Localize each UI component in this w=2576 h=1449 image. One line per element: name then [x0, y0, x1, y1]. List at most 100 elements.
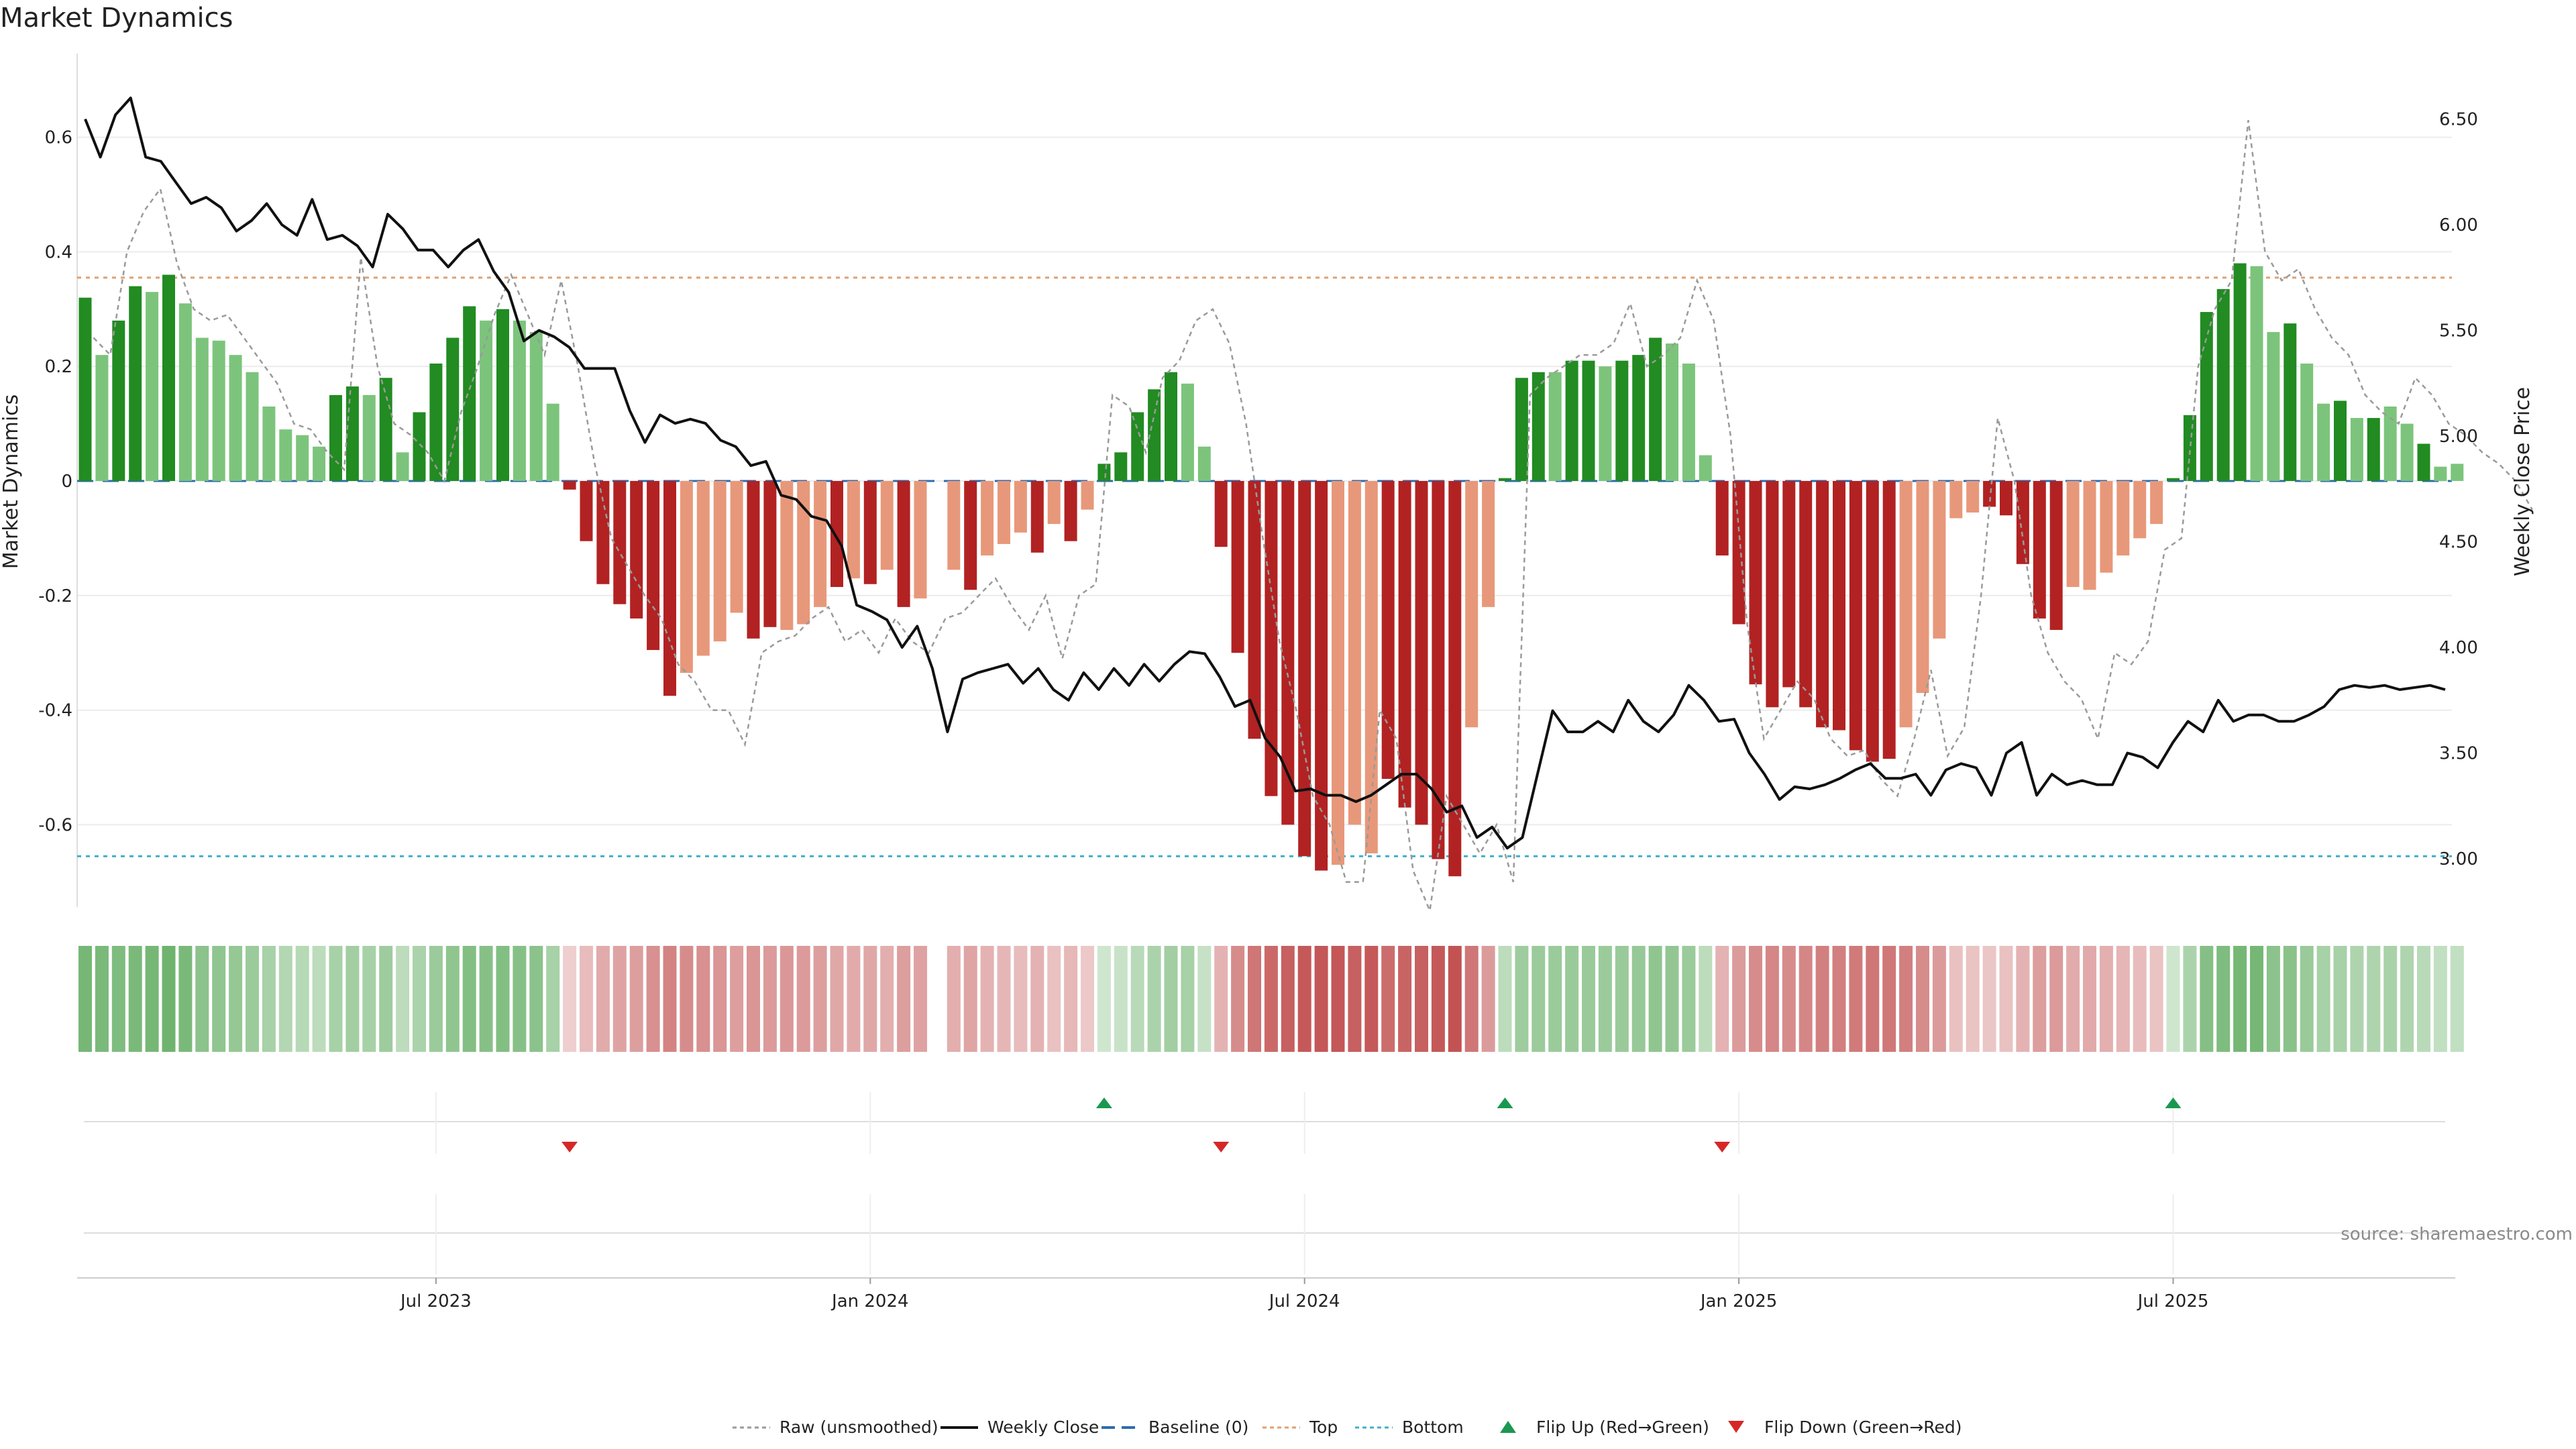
dynamics-bar	[463, 306, 476, 481]
dynamics-bar	[947, 481, 961, 570]
regime-cell	[2283, 946, 2297, 1052]
dynamics-bar	[1148, 389, 1161, 481]
regime-cell	[2417, 946, 2430, 1052]
regime-cell	[178, 946, 193, 1052]
regime-cell	[980, 946, 994, 1052]
raw-line	[93, 119, 2533, 914]
dynamics-bar	[1030, 481, 1044, 553]
right-y-tick: 3.50	[2439, 744, 2478, 764]
dynamics-bar	[429, 363, 443, 481]
dynamics-bar	[1097, 464, 1111, 481]
regime-cell	[1565, 946, 1579, 1052]
regime-cell	[2033, 946, 2047, 1052]
right-y-axis-label: Weekly Close Price	[2511, 387, 2534, 576]
dynamics-bar	[1782, 481, 1796, 688]
legend-item: Raw (unsmoothed)	[733, 1417, 938, 1437]
dynamics-bar	[413, 412, 426, 481]
regime-cell	[1916, 946, 1929, 1052]
dynamics-bar	[981, 481, 994, 556]
dynamics-bar	[2083, 481, 2096, 590]
dynamics-bar	[1081, 481, 1094, 510]
dynamics-bar	[1499, 478, 1511, 481]
regime-cell	[780, 946, 794, 1052]
regime-cell	[2149, 946, 2163, 1052]
regime-cell	[496, 946, 510, 1052]
regime-cell	[429, 946, 443, 1052]
dynamics-bar	[1632, 355, 1646, 481]
regime-cell	[813, 946, 827, 1052]
regime-cell	[1431, 946, 1445, 1052]
dynamics-bar	[1833, 481, 1845, 731]
dynamics-bar	[613, 481, 627, 604]
regime-cell	[111, 946, 125, 1052]
dynamics-bar	[546, 403, 559, 481]
dynamics-bar	[229, 355, 242, 481]
regime-cell	[1815, 946, 1829, 1052]
x-axis: Jul 2023 Jan 2024 Jul 2024 Jan 2025 Jul 2025	[399, 1278, 2208, 1311]
dynamics-bar	[2317, 403, 2330, 481]
dynamics-bar	[2350, 418, 2363, 481]
legend-label: Flip Up (Red→Green)	[1536, 1417, 1709, 1437]
regime-cell	[680, 946, 694, 1052]
legend-item: Top	[1263, 1417, 1338, 1437]
dynamics-bar	[513, 320, 526, 481]
x-tick-label: Jul 2024	[1268, 1291, 1340, 1311]
regime-cell	[1982, 946, 1996, 1052]
regime-cell	[262, 946, 276, 1052]
regime-cell	[2300, 946, 2314, 1052]
regime-cell	[1314, 946, 1328, 1052]
regime-cell	[1081, 946, 1094, 1052]
regime-cell	[529, 946, 543, 1052]
regime-cell	[1197, 946, 1212, 1052]
regime-cell	[1381, 946, 1395, 1052]
left-y-tick: -0.2	[38, 586, 72, 606]
dynamics-bar	[2250, 266, 2263, 481]
regime-cell	[1030, 946, 1044, 1052]
regime-cell	[2266, 946, 2280, 1052]
regime-cell	[1515, 946, 1529, 1052]
regime-cell	[2433, 946, 2447, 1052]
dynamics-bar	[1231, 481, 1244, 653]
dynamics-bar	[529, 331, 543, 481]
regime-cell	[2016, 946, 2030, 1052]
regime-cell	[295, 946, 309, 1052]
legend-item: Bottom	[1355, 1417, 1464, 1437]
dynamics-bar	[1482, 481, 1495, 607]
dynamics-bar	[2400, 423, 2414, 481]
flip-down-marker	[561, 1142, 578, 1152]
regime-cell	[1582, 946, 1595, 1052]
dynamics-bar	[630, 481, 643, 619]
dynamics-bar	[1398, 481, 1411, 808]
regime-cell	[1331, 946, 1345, 1052]
regime-cell	[1464, 946, 1479, 1052]
dynamics-bar	[1766, 481, 1779, 708]
flip-up-marker	[1497, 1097, 1513, 1108]
left-y-tick: 0.2	[45, 357, 72, 377]
dynamics-bar	[329, 394, 342, 481]
right-y-tick: 4.00	[2439, 638, 2478, 658]
regime-cell	[212, 946, 226, 1052]
regime-cell	[1348, 946, 1362, 1052]
dynamics-bar	[1047, 481, 1061, 525]
dynamics-bar	[1298, 481, 1311, 857]
regime-cell	[1949, 946, 1963, 1052]
dynamics-bar	[2451, 464, 2464, 481]
right-y-tick: 3.00	[2439, 849, 2478, 869]
dynamics-bar	[1649, 337, 1662, 481]
regime-cell	[1264, 946, 1278, 1052]
regime-cell	[1665, 946, 1679, 1052]
dynamics-bar	[1131, 412, 1144, 481]
dynamics-bar	[296, 435, 309, 481]
dynamics-bar	[1197, 446, 1211, 481]
dynamics-bar	[1732, 481, 1746, 625]
regime-cell	[1849, 946, 1863, 1052]
dynamics-bar	[830, 481, 843, 587]
dynamics-bar	[914, 481, 927, 599]
dynamics-bar	[178, 303, 192, 481]
dynamics-bar	[2367, 418, 2380, 481]
dynamics-bar	[1715, 481, 1729, 556]
regime-cell	[1799, 946, 1813, 1052]
dynamics-bar	[2300, 363, 2314, 481]
right-y-tick: 5.00	[2439, 427, 2478, 447]
flip-markers-panel	[77, 1092, 2455, 1279]
